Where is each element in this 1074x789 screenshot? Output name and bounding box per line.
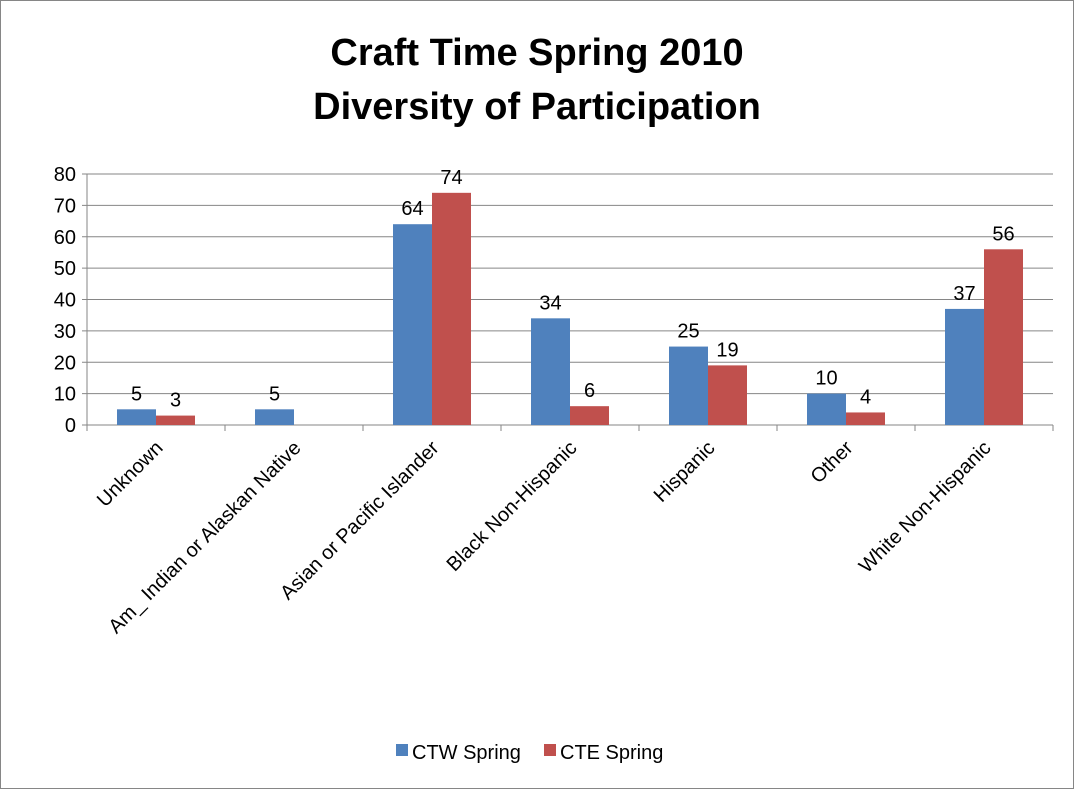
data-label: 19 [716,339,738,361]
y-tick-label: 30 [54,321,76,343]
legend-label: CTW Spring [412,742,521,764]
y-tick-label: 10 [54,384,76,406]
data-label: 37 [953,283,975,305]
y-tick-label: 80 [54,164,76,186]
y-tick-label: 40 [54,290,76,312]
data-label: 4 [860,386,871,408]
data-label: 74 [440,167,462,189]
data-label: 5 [269,383,280,405]
category-label: White Non-Hispanic [855,437,996,578]
bar [570,406,609,425]
y-tick-label: 20 [54,352,76,374]
category-label: Black Non-Hispanic [443,437,582,576]
category-label: Unknown [93,437,168,512]
y-tick-label: 50 [54,258,76,280]
data-label: 6 [584,380,595,402]
chart-title: Craft Time Spring 2010 Diversity of Part… [0,26,1074,134]
data-label: 56 [992,223,1014,245]
bar [117,409,156,425]
category-label: Hispanic [650,437,720,507]
category-label: Other [807,437,858,488]
bar [708,365,747,425]
bar [393,224,432,425]
data-label: 10 [815,368,837,390]
bar [807,393,846,425]
bar [255,409,294,425]
bar [669,346,708,425]
chart-title-line-1: Craft Time Spring 2010 [330,32,744,74]
chart-title-line-2: Diversity of Participation [313,86,761,128]
bar [945,308,984,425]
data-label: 64 [401,198,423,220]
legend-swatch [544,744,556,756]
y-tick-label: 60 [54,227,76,249]
y-tick-label: 70 [54,195,76,217]
data-label: 5 [131,383,142,405]
bar [984,249,1023,425]
bar [432,192,471,425]
bar [156,415,195,425]
legend-swatch [396,744,408,756]
bar [531,318,570,425]
y-tick-label: 0 [65,415,76,437]
data-label: 25 [677,321,699,343]
category-label: Asian or Pacific Islander [276,437,444,605]
legend-label: CTE Spring [560,742,663,764]
data-label: 3 [170,390,181,412]
bar [846,412,885,425]
data-label: 34 [539,292,561,314]
